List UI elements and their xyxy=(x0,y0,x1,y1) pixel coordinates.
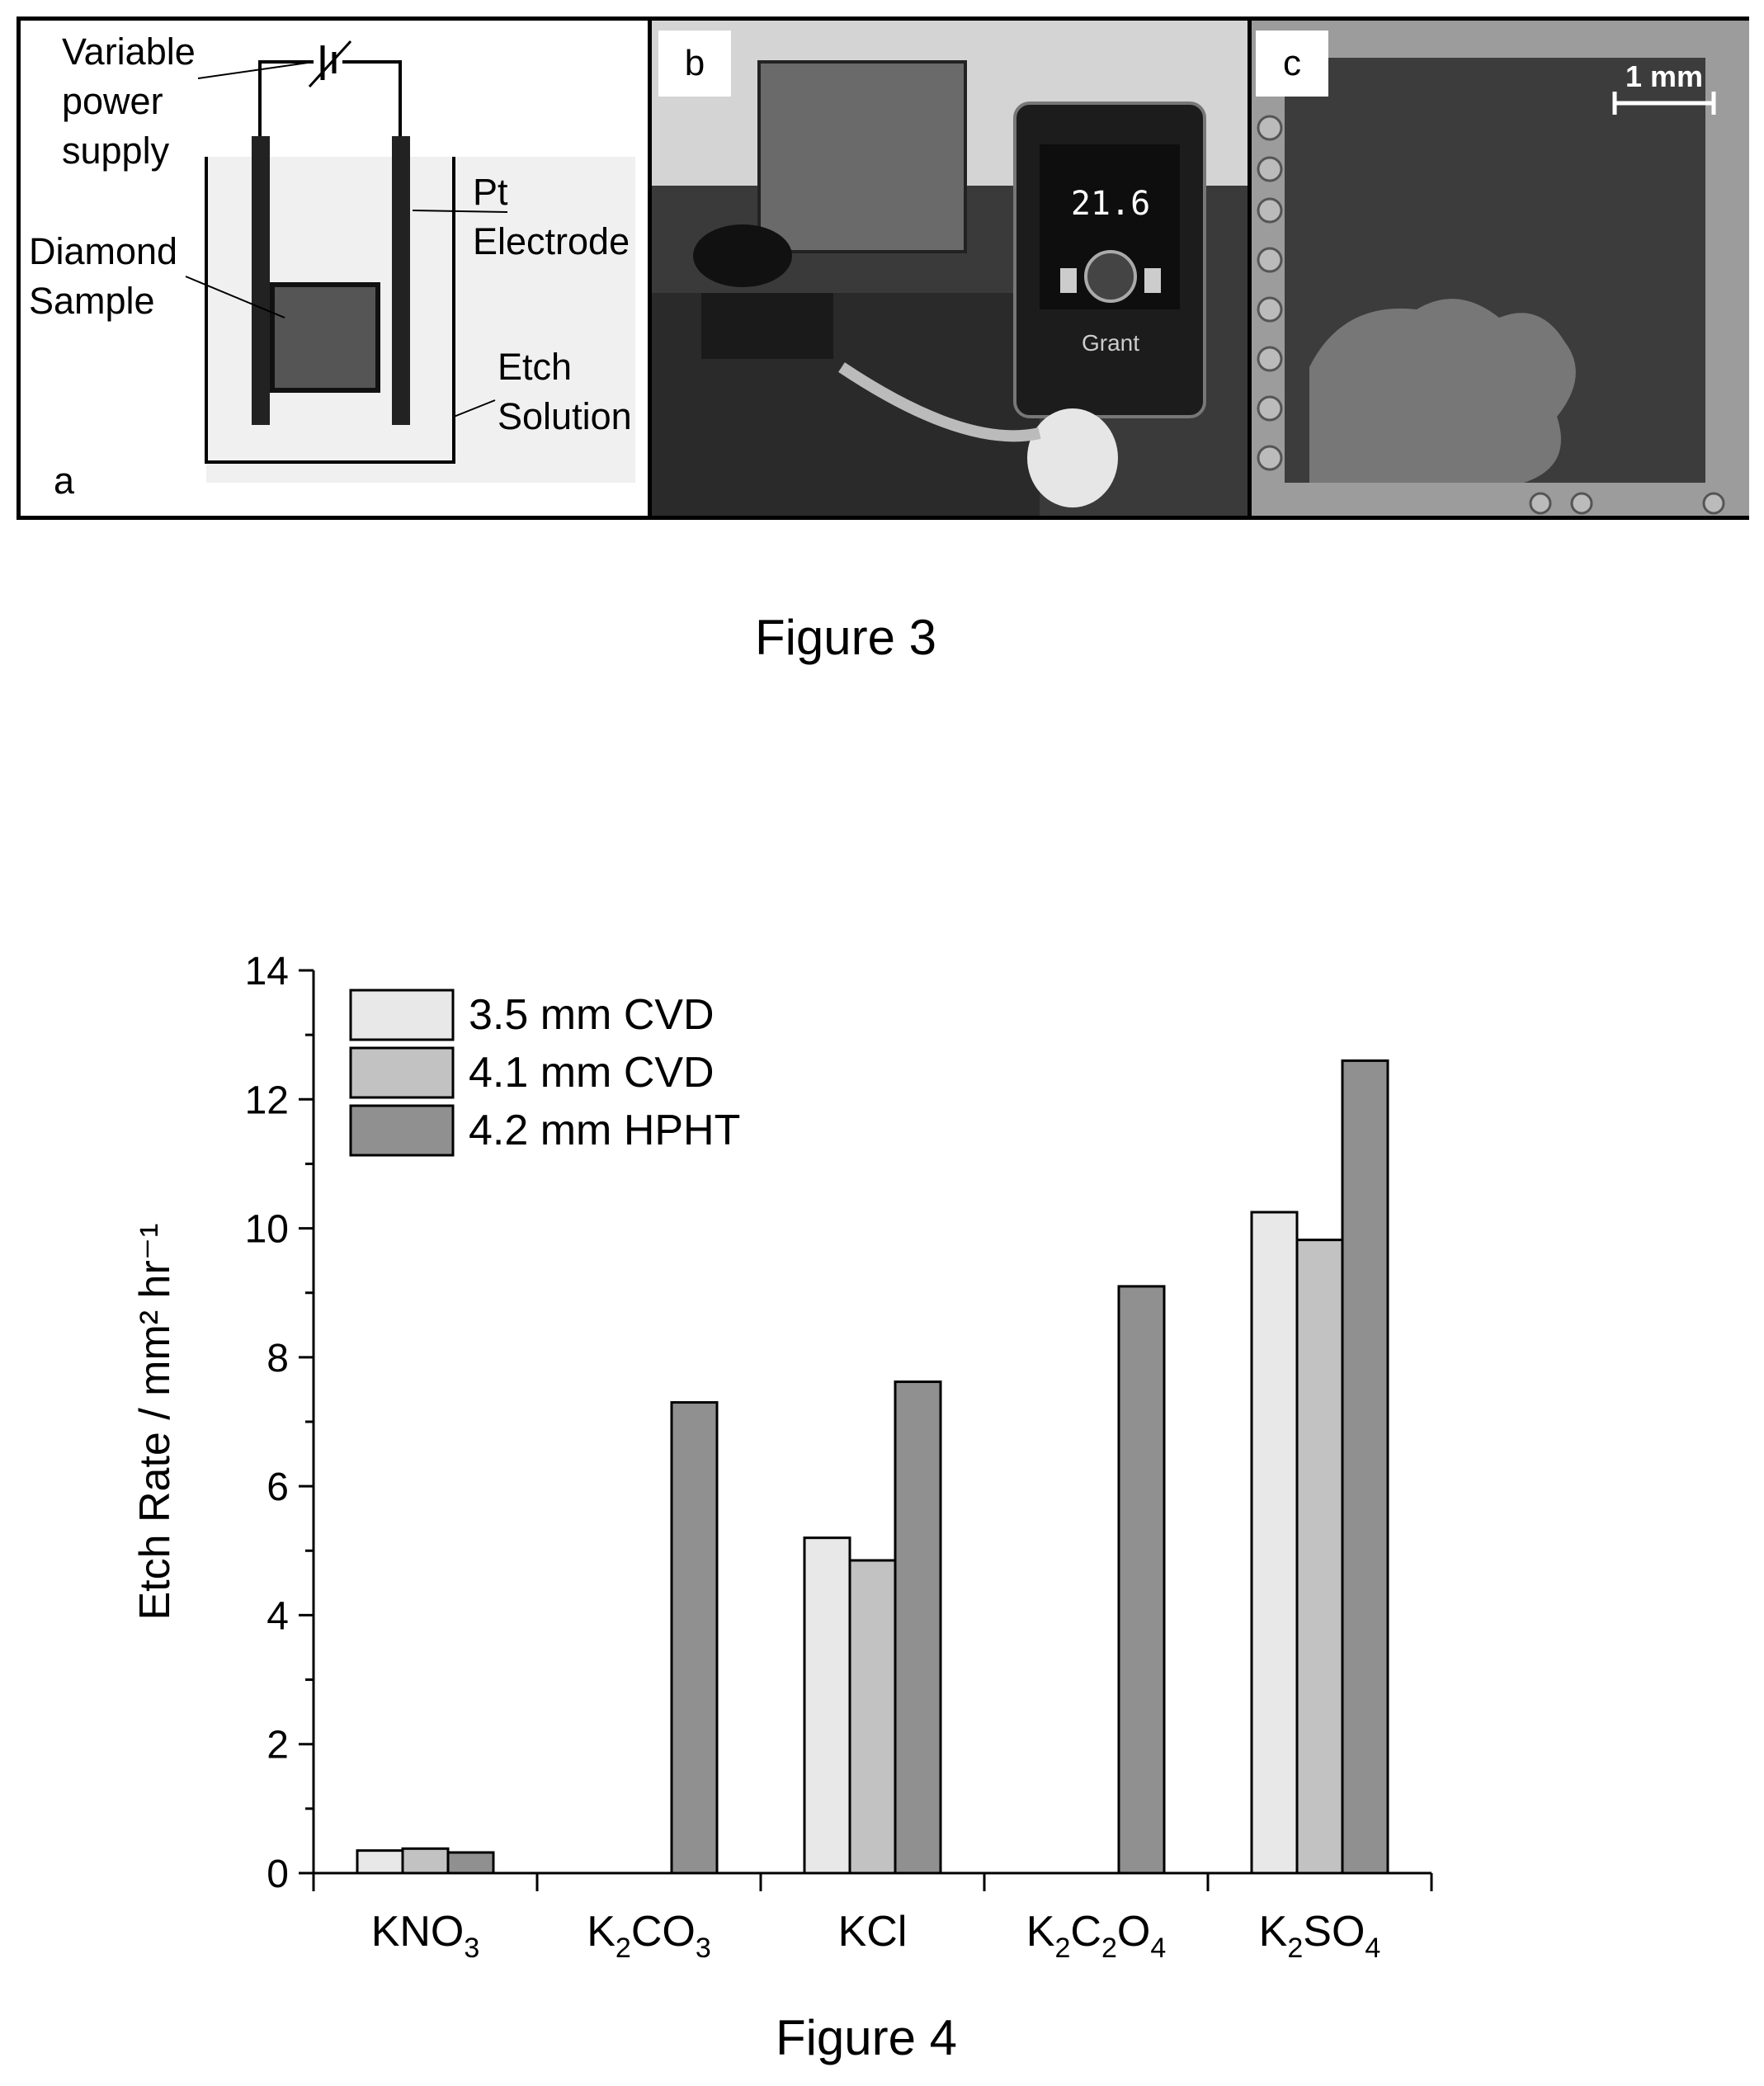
bar-3-5-mm-cvd xyxy=(356,1849,404,1875)
tubing xyxy=(838,362,1041,442)
figure-4-caption: Figure 4 xyxy=(775,2010,958,2065)
right-button xyxy=(1144,268,1161,293)
panel-b-photo: 21.6 Grant b xyxy=(652,21,1252,516)
y-tick-label: 0 xyxy=(266,1852,289,1896)
bar-3-5-mm-cvd xyxy=(803,1536,851,1875)
panel-c-label: c xyxy=(1256,31,1328,97)
y-tick-label: 14 xyxy=(245,950,289,993)
y-tick-label: 8 xyxy=(266,1337,289,1380)
bar-3-5-mm-cvd xyxy=(1250,1211,1299,1875)
bars xyxy=(356,1059,1389,1875)
y-tick-label: 10 xyxy=(245,1208,289,1252)
x-category-label: KNO3 xyxy=(371,1908,480,1964)
bar-4-1-mm-cvd xyxy=(1295,1239,1344,1875)
left-button xyxy=(1060,268,1077,293)
etch-solution-label: Etch Solution xyxy=(498,346,632,437)
device-brand: Grant xyxy=(1082,330,1139,356)
x-axis: KNO3 K2CO3 KCl K2C2O4 K2SO4 xyxy=(312,1871,1433,1964)
y-tick-label: 2 xyxy=(266,1724,289,1767)
x-category-label: KCl xyxy=(838,1908,908,1956)
diamond-sample-block xyxy=(270,282,380,393)
apparatus-photo-illustration: 21.6 Grant xyxy=(652,21,1248,516)
sample-leader xyxy=(185,276,285,319)
gas-bubbles xyxy=(1257,115,1725,515)
x-category-label: K2C2O4 xyxy=(1026,1908,1166,1964)
legend: 3.5 mm CVD 4.1 mm CVD 4.2 mm HPHT xyxy=(349,989,740,1157)
y-tick-label: 6 xyxy=(266,1465,289,1509)
diamond-sample-label: Diamond Sample xyxy=(29,230,178,322)
y-tick-label: 4 xyxy=(266,1594,289,1638)
x-category-label: K2SO4 xyxy=(1259,1908,1381,1964)
right-pt-electrode xyxy=(392,136,410,425)
water-bath-box xyxy=(757,60,967,253)
electrode-leader xyxy=(412,210,508,213)
bar-4-2-mm-hpht xyxy=(446,1851,495,1875)
power-supply-label: Variable power supply xyxy=(62,31,196,172)
tube-connector xyxy=(1027,408,1118,507)
bar-4-2-mm-hpht xyxy=(1341,1059,1389,1875)
control-knob xyxy=(1084,250,1137,303)
bar-4-1-mm-cvd xyxy=(401,1847,450,1875)
scale-bar-label: 1 mm xyxy=(1625,59,1703,93)
legend-swatch xyxy=(349,1046,455,1099)
bar-4-2-mm-hpht xyxy=(894,1380,942,1875)
pt-electrode-label: Pt Electrode xyxy=(473,171,630,262)
panel-a-label: a xyxy=(54,460,75,502)
electrochemical-cell-schematic xyxy=(185,40,635,483)
power-supply-leader xyxy=(197,61,314,79)
legend-label: 4.1 mm CVD xyxy=(469,1049,715,1097)
bar-4-1-mm-cvd xyxy=(848,1559,897,1875)
figure-3-panels: Variable power supply Pt Electrode Diamo… xyxy=(17,17,1749,520)
right-wire xyxy=(342,60,402,140)
stand-base xyxy=(701,293,833,359)
figure-3-caption: Figure 3 xyxy=(754,610,937,665)
micrograph-illustration: 1 mm xyxy=(1252,21,1749,516)
panel-b-label: b xyxy=(658,31,731,97)
panel-c-micrograph: 1 mm c xyxy=(1252,21,1749,516)
left-pt-electrode xyxy=(252,136,270,425)
variable-arrow xyxy=(308,40,352,88)
legend-swatch xyxy=(349,1104,455,1157)
bar-4-2-mm-hpht xyxy=(670,1401,719,1875)
pump-motor xyxy=(693,224,792,287)
y-axis: 0 2 4 6 8 10 12 14 xyxy=(245,950,315,1896)
temperature-display: 21.6 xyxy=(1071,185,1150,223)
bar-4-2-mm-hpht xyxy=(1117,1285,1166,1875)
legend-label: 3.5 mm CVD xyxy=(469,991,715,1039)
legend-swatch xyxy=(349,989,455,1041)
panel-a-schematic: Variable power supply Pt Electrode Diamo… xyxy=(21,21,652,516)
y-tick-label: 12 xyxy=(245,1078,289,1122)
etched-region xyxy=(1309,299,1576,483)
x-category-label: K2CO3 xyxy=(587,1908,711,1964)
left-wire xyxy=(258,60,314,140)
figure-4-bar-chart: 0 2 4 6 8 10 12 14 KNO3 K2CO3 KCl K2C2O4 K2SO4 3.5 … xyxy=(131,950,1433,1964)
beaker-outline xyxy=(205,157,455,464)
y-axis-title: Etch Rate / mm² hr⁻¹ xyxy=(131,1223,179,1620)
solution-leader xyxy=(453,399,496,418)
legend-label: 4.2 mm HPHT xyxy=(469,1107,740,1154)
